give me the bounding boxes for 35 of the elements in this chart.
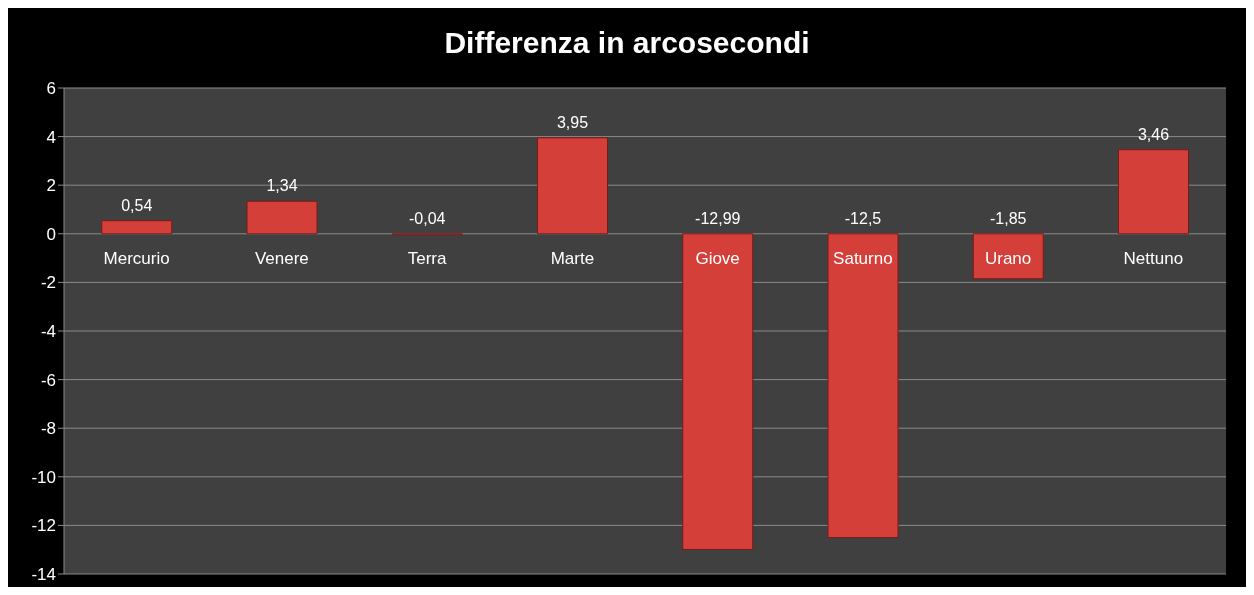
bar xyxy=(537,137,609,235)
y-tick-label: -10 xyxy=(31,467,56,487)
bar xyxy=(827,233,899,539)
data-label: -0,04 xyxy=(409,209,446,227)
y-tick-label: -2 xyxy=(40,273,56,293)
y-tick-label: 4 xyxy=(46,127,56,147)
data-label: 3,46 xyxy=(1137,125,1170,143)
chart-title: Differenza in arcosecondi xyxy=(443,26,811,60)
y-tick-label: 6 xyxy=(46,79,56,99)
x-tick-label: Urano xyxy=(984,248,1032,268)
data-label: 1,34 xyxy=(266,177,298,195)
x-tick-label: Saturno xyxy=(833,248,893,268)
data-label: -12,99 xyxy=(695,209,741,227)
bar xyxy=(101,220,173,235)
bar xyxy=(246,200,318,235)
x-tick-label: Nettuno xyxy=(1123,248,1184,268)
y-tick-label: -6 xyxy=(40,370,56,390)
y-tick-label: -14 xyxy=(31,565,56,585)
x-tick-label: Venere xyxy=(254,248,309,268)
y-tick-label: 2 xyxy=(46,176,56,196)
bar xyxy=(682,233,754,550)
data-label: 3,95 xyxy=(556,113,589,131)
data-label: -1,85 xyxy=(990,209,1027,227)
data-label: 0,54 xyxy=(121,196,153,214)
x-tick-label: Marte xyxy=(550,248,595,268)
y-tick-label: -8 xyxy=(40,419,56,439)
bar xyxy=(972,233,1044,280)
bar xyxy=(1118,149,1190,235)
data-label: -12,5 xyxy=(844,209,882,227)
x-tick-label: Mercurio xyxy=(103,248,170,268)
x-tick-label: Giove xyxy=(695,248,740,268)
x-tick-label: Terra xyxy=(407,248,448,268)
y-tick-label: -12 xyxy=(31,516,56,536)
y-tick-label: 0 xyxy=(46,224,56,244)
y-tick-label: -4 xyxy=(40,322,56,342)
